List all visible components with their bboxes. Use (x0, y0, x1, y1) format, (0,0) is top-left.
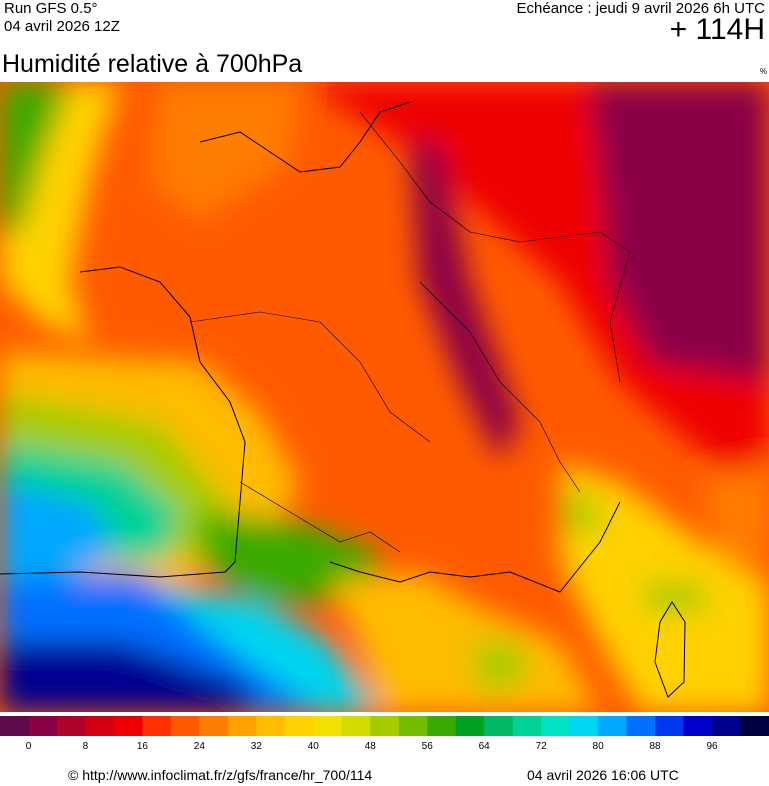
humidity-map (0, 82, 769, 712)
color-swatch (85, 716, 115, 736)
scale-tick-label: 72 (536, 741, 548, 752)
color-swatch (142, 716, 172, 736)
forecast-time: Echéance : jeudi 9 avril 2026 6h UTC (516, 0, 765, 17)
scale-tick-label: 16 (137, 741, 149, 752)
color-swatch (455, 716, 485, 736)
scale-tick-label: 40 (308, 741, 320, 752)
scale-tick-label: 0 (26, 741, 32, 752)
color-scale: 0 8 16 24 32 40 48 56 64 72 80 88 96 (0, 716, 769, 752)
issue-date: 04 avril 2026 16:06 UTC (527, 767, 679, 783)
scale-tick-label: 24 (194, 741, 206, 752)
run-label: Run GFS 0.5° (4, 0, 98, 17)
color-swatch (28, 716, 58, 736)
color-swatch (199, 716, 229, 736)
lead-time: + 114H (669, 13, 765, 46)
color-swatch (484, 716, 514, 736)
scale-tick-label: 96 (706, 741, 718, 752)
color-swatch (227, 716, 257, 736)
scale-tick-label: 48 (365, 741, 377, 752)
color-swatch (398, 716, 428, 736)
humidity-field (0, 82, 769, 712)
color-swatch (170, 716, 200, 736)
color-swatch (256, 716, 286, 736)
color-swatch (598, 716, 628, 736)
scale-tick-label: 88 (650, 741, 662, 752)
color-swatch (541, 716, 571, 736)
color-swatch (655, 716, 685, 736)
color-swatch (113, 716, 143, 736)
color-swatch (569, 716, 599, 736)
color-swatch (56, 716, 86, 736)
color-swatch (626, 716, 656, 736)
scale-tick-label: 8 (83, 741, 89, 752)
map-title: Humidité relative à 700hPa (2, 50, 303, 78)
scale-tick-label: 64 (479, 741, 491, 752)
color-swatch (370, 716, 400, 736)
color-swatch (740, 716, 769, 736)
color-swatch (427, 716, 457, 736)
scale-tick-label: 80 (593, 741, 605, 752)
unit-label: % (759, 67, 767, 76)
color-swatch (0, 716, 29, 736)
color-swatch (712, 716, 742, 736)
color-swatch (683, 716, 713, 736)
run-date: 04 avril 2026 12Z (4, 18, 120, 35)
source-url: © http://www.infoclimat.fr/z/gfs/france/… (68, 767, 373, 783)
coastlines (0, 101, 686, 698)
scale-tick-label: 56 (422, 741, 434, 752)
color-swatch (341, 716, 371, 736)
color-swatch (313, 716, 343, 736)
color-swatch (512, 716, 542, 736)
color-swatch (284, 716, 314, 736)
scale-tick-label: 32 (251, 741, 263, 752)
